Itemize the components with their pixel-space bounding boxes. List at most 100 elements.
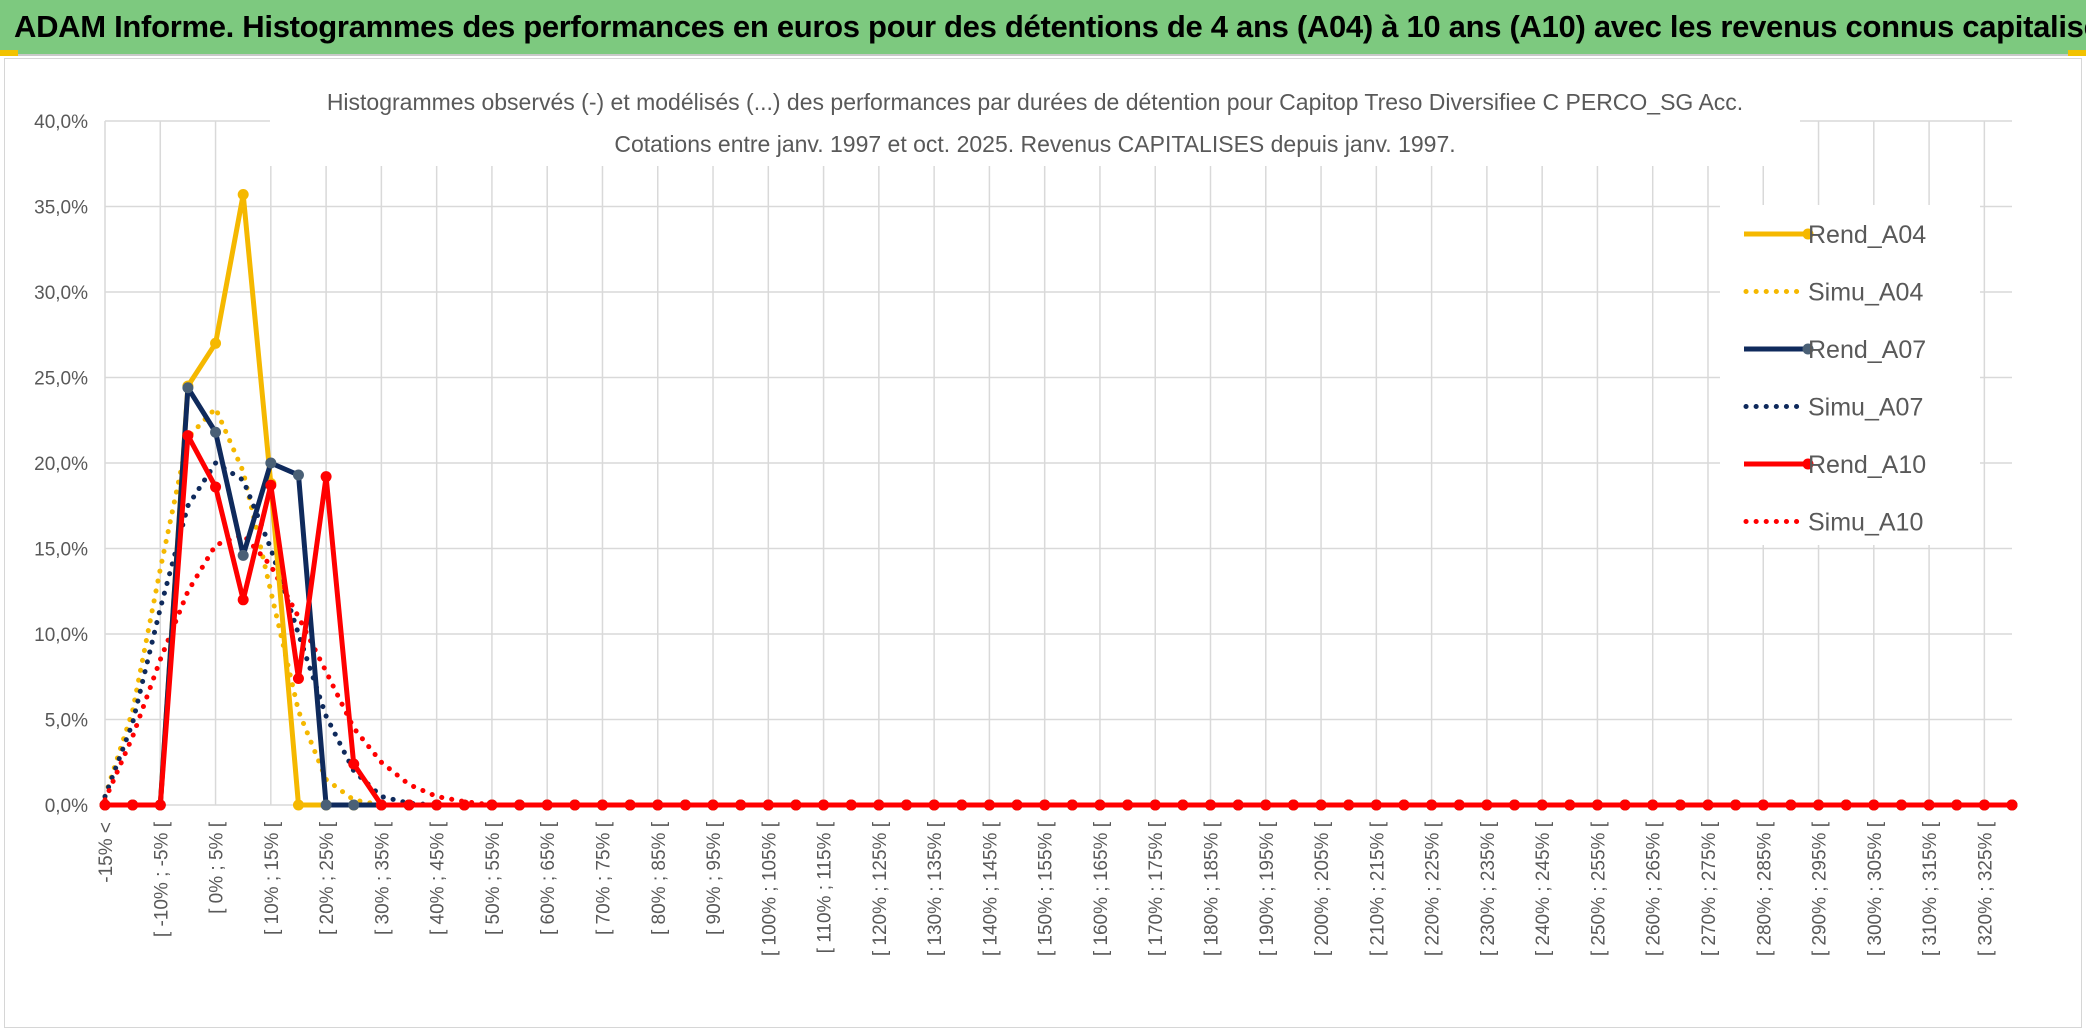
point-Rend_A10 (1205, 799, 1217, 811)
point-Rend_A10 (403, 799, 415, 811)
point-Rend_A10 (1066, 799, 1078, 811)
point-Rend_A10 (873, 799, 885, 811)
point-Rend_A10 (1868, 799, 1880, 811)
point-Rend_A10 (1315, 799, 1327, 811)
chart-title-background (270, 80, 1800, 166)
point-Rend_A10 (1122, 799, 1134, 811)
y-tick-label: 30,0% (34, 283, 88, 304)
point-Rend_A07 (292, 469, 304, 481)
x-tick-label: [ -10% ; -5% [ (151, 821, 172, 937)
point-Rend_A10 (1813, 799, 1825, 811)
x-tick-label: [ 210% ; 215% [ (1367, 821, 1388, 956)
point-Rend_A10 (735, 799, 747, 811)
point-Rend_A10 (928, 799, 940, 811)
point-Rend_A10 (790, 799, 802, 811)
point-Rend_A10 (1757, 799, 1769, 811)
point-Rend_A10 (1094, 799, 1106, 811)
point-Rend_A10 (1619, 799, 1631, 811)
y-tick-label: 25,0% (34, 369, 88, 390)
x-tick-label: [ 10% ; 15% [ (262, 821, 283, 935)
x-tick-label: [ 180% ; 185% [ (1202, 821, 1223, 956)
point-Rend_A10 (375, 799, 387, 811)
x-tick-label: [ 200% ; 205% [ (1312, 821, 1333, 956)
point-Rend_A10 (2006, 799, 2018, 811)
point-Rend_A10 (1647, 799, 1659, 811)
legend-marker-Rend_A07 (1802, 343, 1814, 355)
point-Rend_A10 (845, 799, 857, 811)
point-Rend_A10 (818, 799, 830, 811)
x-tick-label: [ 140% ; 145% [ (980, 821, 1001, 956)
series (99, 189, 2018, 811)
point-Rend_A10 (1978, 799, 1990, 811)
report-title: ADAM Informe. Histogrammes des performan… (14, 9, 2086, 44)
x-tick-label: [ 90% ; 95% [ (704, 821, 725, 935)
point-Rend_A10 (652, 799, 664, 811)
x-tick-label: [ 240% ; 245% [ (1533, 821, 1554, 956)
legend-label-Rend_A10: Rend_A10 (1808, 451, 1926, 479)
point-Rend_A10 (486, 799, 498, 811)
x-tick-label: [ 230% ; 235% [ (1478, 821, 1499, 956)
x-tick-label: [ 150% ; 155% [ (1036, 821, 1057, 956)
point-Rend_A10 (762, 799, 774, 811)
x-tick-label: [ 190% ; 195% [ (1257, 821, 1278, 956)
point-Rend_A10 (1481, 799, 1493, 811)
series-Simu_A10 (102, 531, 2015, 808)
x-tick-label: [ 40% ; 45% [ (428, 821, 449, 935)
legend-label-Rend_A07: Rend_A07 (1808, 336, 1926, 364)
point-Rend_A10 (1895, 799, 1907, 811)
chart-subtitle: Cotations entre janv. 1997 et oct. 2025.… (614, 131, 1455, 157)
point-Rend_A10 (1840, 799, 1852, 811)
x-tick-label: [ 280% ; 285% [ (1754, 821, 1775, 956)
legend-marker-Rend_A10 (1802, 458, 1814, 470)
x-tick-label: [ 80% ; 85% [ (649, 821, 670, 935)
point-Rend_A10 (1951, 799, 1963, 811)
x-tick-label: [ 320% ; 325% [ (1975, 821, 1996, 956)
point-Rend_A10 (679, 799, 691, 811)
point-Rend_A10 (624, 799, 636, 811)
point-Rend_A10 (1260, 799, 1272, 811)
report-banner: ADAM Informe. Histogrammes des performan… (0, 0, 2086, 56)
point-Rend_A10 (1011, 799, 1023, 811)
point-Rend_A10 (900, 799, 912, 811)
point-Rend_A10 (1453, 799, 1465, 811)
legend-background (1720, 205, 1980, 545)
x-tick-label: [ 120% ; 125% [ (870, 821, 891, 956)
point-Rend_A10 (1509, 799, 1521, 811)
chart-frame (4, 58, 2082, 1028)
point-Rend_A10 (1923, 799, 1935, 811)
point-Rend_A10 (458, 799, 470, 811)
point-Rend_A10 (1398, 799, 1410, 811)
y-tick-label: 40,0% (34, 112, 88, 133)
point-Rend_A10 (1674, 799, 1686, 811)
point-Rend_A10 (99, 799, 111, 811)
legend: Rend_A04 Simu_A04 Rend_A07 Simu_A07 Rend_A10… (1720, 205, 1980, 545)
point-Rend_A07 (320, 799, 332, 811)
x-tick-label: [ 0% ; 5% [ (207, 821, 228, 914)
chart-title-block: Histogrammes observés (-) et modélisés (… (270, 80, 1800, 166)
y-tick-label: 0,0% (45, 796, 88, 817)
point-Rend_A07 (348, 799, 360, 811)
y-tick-label: 20,0% (34, 454, 88, 475)
point-Rend_A10 (514, 799, 526, 811)
y-tick-label: 10,0% (34, 625, 88, 646)
x-axis-ticks: -15% < [ -10% ; -5% [[ 0% ; 5% [[ 10% ; 1… (96, 821, 1996, 956)
point-Rend_A04 (210, 337, 222, 349)
x-tick-label: [ 260% ; 265% [ (1644, 821, 1665, 956)
point-Rend_A10 (1702, 799, 1714, 811)
y-axis-ticks: 0,0% 5,0% 10,0% 15,0% 20,0% 25,0% 30,0% 35,0% 40… (34, 112, 88, 817)
x-tick-label: [ 50% ; 55% [ (483, 821, 504, 935)
x-tick-label: [ 160% ; 165% [ (1091, 821, 1112, 956)
point-Rend_A10 (431, 799, 443, 811)
x-tick-label: [ 310% ; 315% [ (1920, 821, 1941, 956)
x-tick-label: [ 60% ; 65% [ (538, 821, 559, 935)
point-Rend_A10 (1149, 799, 1161, 811)
point-Rend_A10 (348, 758, 360, 770)
series-Rend_A10 (99, 430, 2018, 811)
point-Rend_A10 (1536, 799, 1548, 811)
legend-label-Simu_A10: Simu_A10 (1808, 509, 1923, 537)
legend-label-Simu_A04: Simu_A04 (1808, 279, 1923, 307)
point-Rend_A10 (292, 672, 304, 684)
y-tick-label: 35,0% (34, 198, 88, 219)
point-Rend_A10 (1287, 799, 1299, 811)
